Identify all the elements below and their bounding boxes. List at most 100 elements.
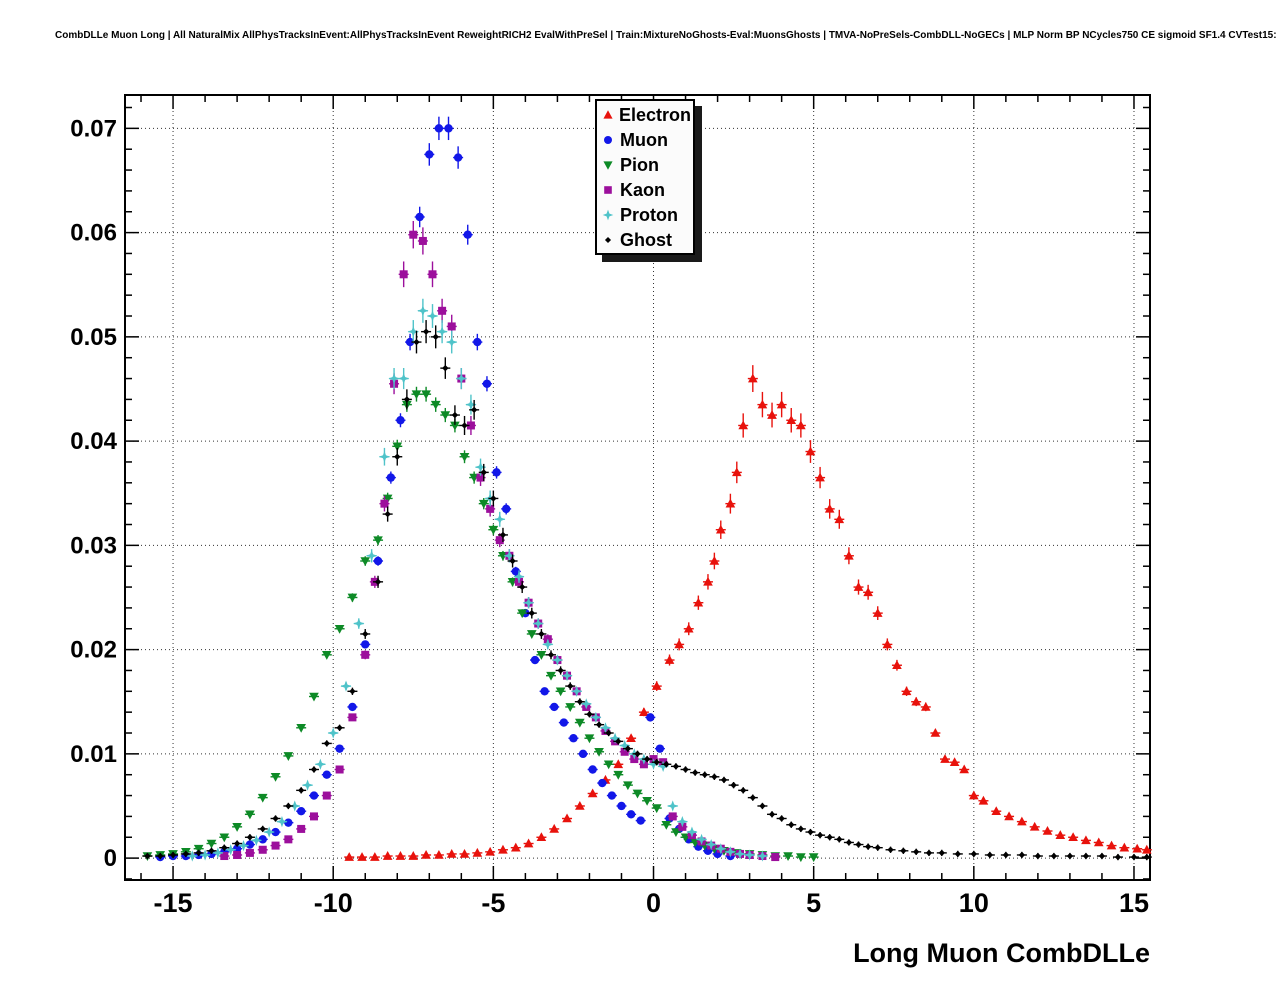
square-marker: [495, 536, 504, 545]
square-marker: [466, 421, 475, 430]
triangle-up-marker: [776, 399, 787, 409]
triangle-up-marker: [844, 550, 854, 560]
circle-marker: [617, 801, 626, 811]
diamond-marker: [259, 825, 266, 833]
star-marker: [590, 711, 602, 723]
triangle-up-marker: [959, 764, 970, 774]
diamond-marker: [788, 821, 795, 828]
triangle-up-marker: [969, 790, 979, 800]
triangle-up-marker: [991, 806, 1002, 815]
circle-marker: [348, 702, 357, 712]
square-marker: [361, 650, 370, 659]
triangle-up-marker: [395, 851, 406, 860]
diamond-marker: [672, 763, 680, 770]
triangle-up-marker: [757, 399, 768, 409]
triangle-up-marker: [1093, 837, 1104, 847]
circle-marker: [232, 844, 242, 853]
circle-marker: [492, 468, 501, 477]
diamond-marker: [1130, 853, 1138, 861]
triangle-up-marker: [344, 852, 355, 861]
legend-entry-kaon: Kaon: [599, 177, 691, 202]
star-marker: [756, 850, 769, 862]
square-marker: [486, 504, 495, 513]
triangle-up-marker: [709, 555, 720, 565]
star-marker: [619, 739, 631, 752]
diamond-marker: [567, 682, 574, 690]
triangle-up-marker: [613, 759, 624, 769]
triangle-down-marker: [584, 734, 595, 744]
diamond-marker: [586, 711, 593, 718]
star-marker: [446, 336, 458, 348]
triangle-down-marker: [219, 833, 230, 843]
star-marker: [494, 513, 506, 525]
diamond-marker: [730, 781, 737, 789]
legend-label: Kaon: [620, 179, 665, 200]
star-marker: [602, 209, 614, 220]
triangle-up-marker: [587, 788, 598, 798]
y-tick-label: 0.07: [70, 115, 117, 142]
circle-marker: [482, 379, 492, 388]
triangle-down-marker: [603, 160, 613, 170]
y-tick-label: 0.01: [70, 741, 117, 768]
triangle-down-marker: [796, 853, 806, 863]
circle-marker: [646, 713, 655, 722]
diamond-marker: [557, 667, 564, 674]
star-marker: [647, 758, 660, 770]
circle-marker: [434, 124, 444, 133]
star-marker: [407, 326, 419, 338]
star-marker: [667, 800, 679, 812]
triangle-down-marker: [594, 747, 604, 757]
circle-marker: [511, 567, 520, 576]
triangle-up-marker: [408, 851, 419, 860]
diamond-marker: [900, 847, 907, 855]
diamond-marker: [442, 364, 449, 372]
square-marker: [258, 845, 267, 854]
triangle-up-marker: [664, 655, 675, 664]
triangle-down-marker: [373, 536, 383, 546]
diamond-marker: [749, 794, 757, 801]
circle-marker: [258, 835, 267, 844]
triangle-down-marker: [671, 828, 681, 838]
y-tick-label: 0.06: [70, 220, 117, 247]
circle-marker: [473, 337, 482, 347]
circle-marker: [530, 655, 540, 665]
star-marker: [301, 779, 314, 791]
diamond-marker: [682, 766, 689, 773]
triangle-up-marker: [805, 446, 816, 456]
triangle-down-marker: [283, 752, 294, 761]
diamond-marker: [720, 776, 728, 784]
diamond-marker: [451, 411, 459, 419]
square-marker: [348, 713, 357, 722]
triangle-down-marker: [546, 671, 556, 681]
triangle-down-marker: [411, 390, 422, 400]
diamond-marker: [845, 839, 853, 846]
circle-marker: [444, 124, 453, 133]
triangle-up-marker: [715, 524, 726, 534]
square-marker: [409, 230, 418, 239]
triangle-down-marker: [309, 692, 319, 702]
star-marker: [599, 722, 612, 734]
triangle-up-marker: [562, 813, 572, 823]
triangle-up-marker: [853, 582, 864, 591]
square-marker: [668, 812, 677, 821]
series-kaon: [219, 220, 781, 862]
diamond-marker: [807, 828, 814, 836]
diamond-marker: [246, 834, 254, 841]
triangle-up-marker: [978, 795, 989, 805]
diamond-marker: [1098, 852, 1106, 860]
diamond-marker: [403, 396, 411, 403]
diamond-marker: [272, 815, 279, 822]
triangle-up-marker: [382, 851, 393, 860]
triangle-down-marker: [661, 820, 672, 830]
diamond-marker: [285, 802, 292, 810]
diamond-marker: [836, 836, 843, 843]
diamond-marker: [970, 850, 978, 858]
diamond-marker: [394, 453, 401, 460]
triangle-up-marker: [930, 728, 941, 737]
square-icon: [604, 185, 612, 194]
circle-marker: [559, 718, 569, 727]
diamond-marker: [576, 698, 584, 705]
triangle-down-marker: [360, 557, 371, 566]
diamond-marker: [691, 769, 699, 776]
x-tick-label: 10: [959, 888, 989, 918]
